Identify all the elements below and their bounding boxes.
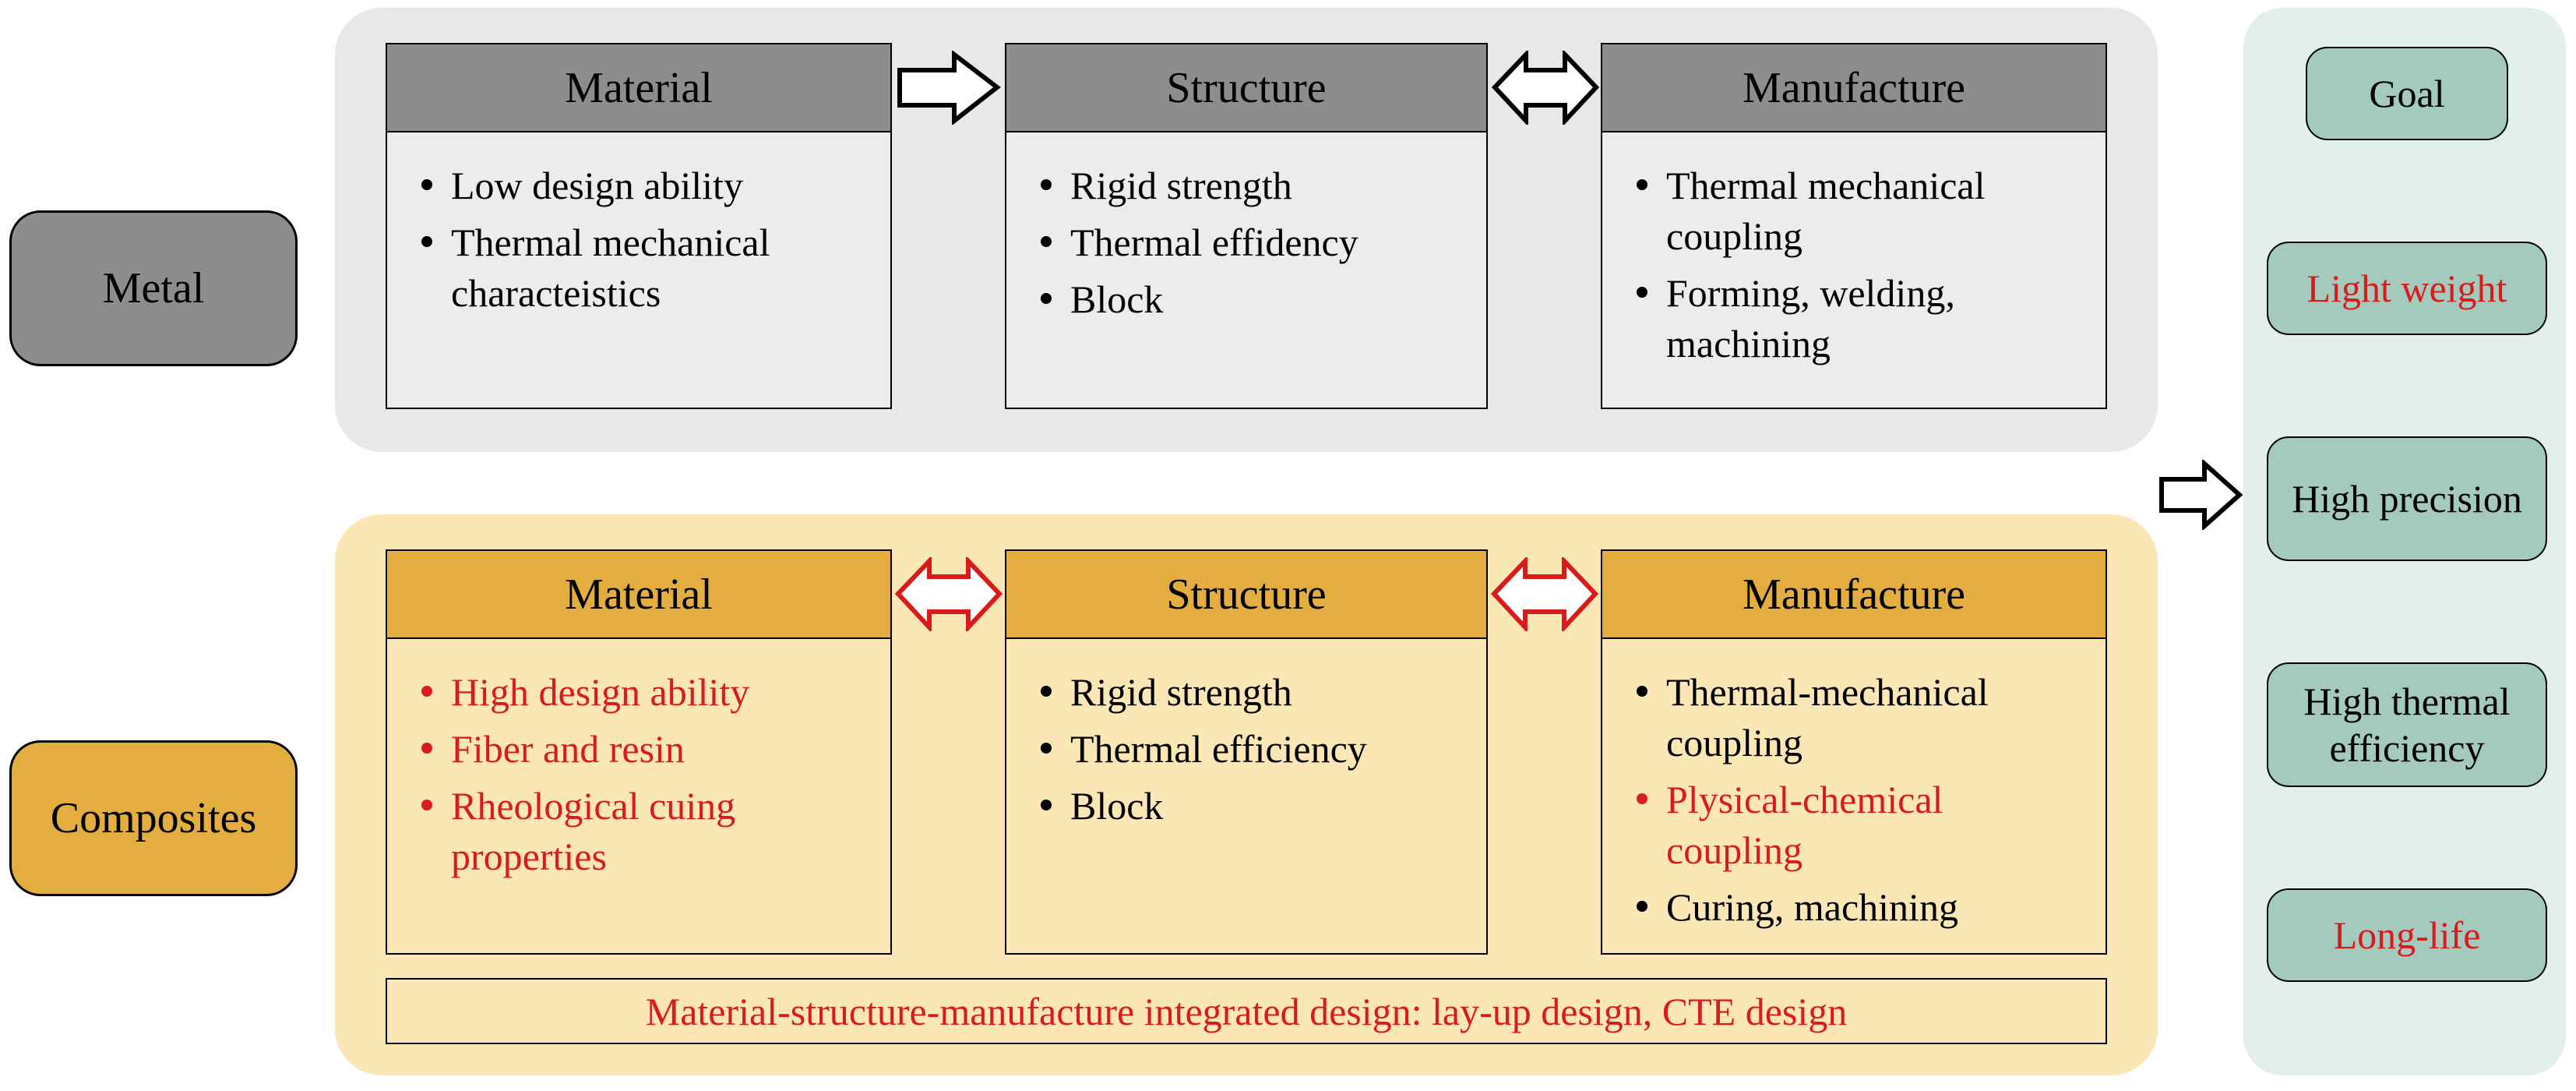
composites-label: Composites xyxy=(9,740,298,896)
composites-structure-header: Structure xyxy=(1005,549,1488,639)
composites-manufacture-header-text: Manufacture xyxy=(1743,570,1965,620)
list-item: Block xyxy=(1036,781,1457,831)
composites-manufacture-list: Thermal-mechanical couplingPlysical-chem… xyxy=(1632,667,2076,933)
list-item: Thermal efficiency xyxy=(1036,724,1457,775)
composites-manufacture-column: Manufacture Thermal-mechanical couplingP… xyxy=(1601,549,2107,955)
composites-material-column: Material High design ability Fiber and re… xyxy=(386,549,892,955)
list-item: Curing, machining xyxy=(1632,882,2076,933)
goal-item-2-text: High thermal efficiency xyxy=(2279,678,2535,771)
goal-item-1-text: High precision xyxy=(2292,475,2522,522)
list-item: Rheological cuing properties xyxy=(417,781,861,882)
metal-structure-column: Structure Rigid strength Thermal effidenc… xyxy=(1005,43,1488,409)
metal-material-column: Material Low design ability Thermal mecha… xyxy=(386,43,892,409)
goal-item-1: High precision xyxy=(2267,436,2547,561)
goal-item-3-text: Long-life xyxy=(2334,912,2481,959)
goal-item-0-text: Light weight xyxy=(2307,265,2507,312)
list-item: Rigid strength xyxy=(1036,161,1457,211)
metal-manufacture-column: Manufacture Thermal mechanical couplingF… xyxy=(1601,43,2107,409)
composites-structure-body: Rigid strength Thermal efficiency Block xyxy=(1005,639,1488,955)
metal-structure-list: Rigid strength Thermal effidency Block xyxy=(1036,161,1457,325)
composites-label-text: Composites xyxy=(51,793,256,843)
metal-label-text: Metal xyxy=(103,263,205,313)
composites-structure-list: Rigid strength Thermal efficiency Block xyxy=(1036,667,1457,831)
list-item: Fiber and resin xyxy=(417,724,861,775)
list-item: Thermal effidency xyxy=(1036,217,1457,268)
metal-material-list: Low design ability Thermal mechanical cha… xyxy=(417,161,861,319)
metal-structure-header: Structure xyxy=(1005,43,1488,132)
goal-title-box: Goal xyxy=(2306,47,2508,140)
goal-item-2: High thermal efficiency xyxy=(2267,662,2547,787)
integration-text: Material-structure-manufacture integrate… xyxy=(646,989,1848,1034)
metal-manufacture-header-text: Manufacture xyxy=(1743,63,1965,113)
list-item: Block xyxy=(1036,274,1457,325)
composites-material-list: High design ability Fiber and resin Rheolo… xyxy=(417,667,861,882)
composites-structure-header-text: Structure xyxy=(1166,570,1326,620)
metal-manufacture-header: Manufacture xyxy=(1601,43,2107,132)
arrow-composites-double-1 xyxy=(894,557,1003,631)
arrow-metal-right xyxy=(896,51,1001,125)
composites-material-header-text: Material xyxy=(565,570,713,620)
metal-material-body: Low design ability Thermal mechanical cha… xyxy=(386,132,892,409)
composites-manufacture-header: Manufacture xyxy=(1601,549,2107,639)
list-item: Thermal mechanical characteistics xyxy=(417,217,861,319)
integration-bar: Material-structure-manufacture integrate… xyxy=(386,978,2107,1044)
metal-structure-body: Rigid strength Thermal effidency Block xyxy=(1005,132,1488,409)
list-item: Rigid strength xyxy=(1036,667,1457,718)
arrow-composites-double-2 xyxy=(1490,557,1599,631)
goal-item-0: Light weight xyxy=(2267,242,2547,335)
metal-manufacture-body: Thermal mechanical couplingForming, weld… xyxy=(1601,132,2107,409)
metal-material-header: Material xyxy=(386,43,892,132)
composites-material-body: High design ability Fiber and resin Rheolo… xyxy=(386,639,892,955)
metal-manufacture-list: Thermal mechanical couplingForming, weld… xyxy=(1632,161,2076,369)
composites-structure-column: Structure Rigid strength Thermal efficien… xyxy=(1005,549,1488,955)
metal-material-header-text: Material xyxy=(565,63,713,113)
list-item: Thermal mechanical coupling xyxy=(1632,161,2076,262)
list-item: High design ability xyxy=(417,667,861,718)
list-item: Thermal-mechanical coupling xyxy=(1632,667,2076,768)
arrow-to-goals xyxy=(2158,460,2243,530)
goal-item-3: Long-life xyxy=(2267,888,2547,982)
list-item: Low design ability xyxy=(417,161,861,211)
composites-manufacture-body: Thermal-mechanical couplingPlysical-chem… xyxy=(1601,639,2107,955)
arrow-metal-double xyxy=(1491,51,1600,125)
list-item: Forming, welding, machining xyxy=(1632,268,2076,369)
metal-label: Metal xyxy=(9,210,298,366)
metal-structure-header-text: Structure xyxy=(1166,63,1326,113)
list-item: Plysical-chemical coupling xyxy=(1632,775,2076,876)
composites-material-header: Material xyxy=(386,549,892,639)
goal-title-text: Goal xyxy=(2369,70,2444,117)
